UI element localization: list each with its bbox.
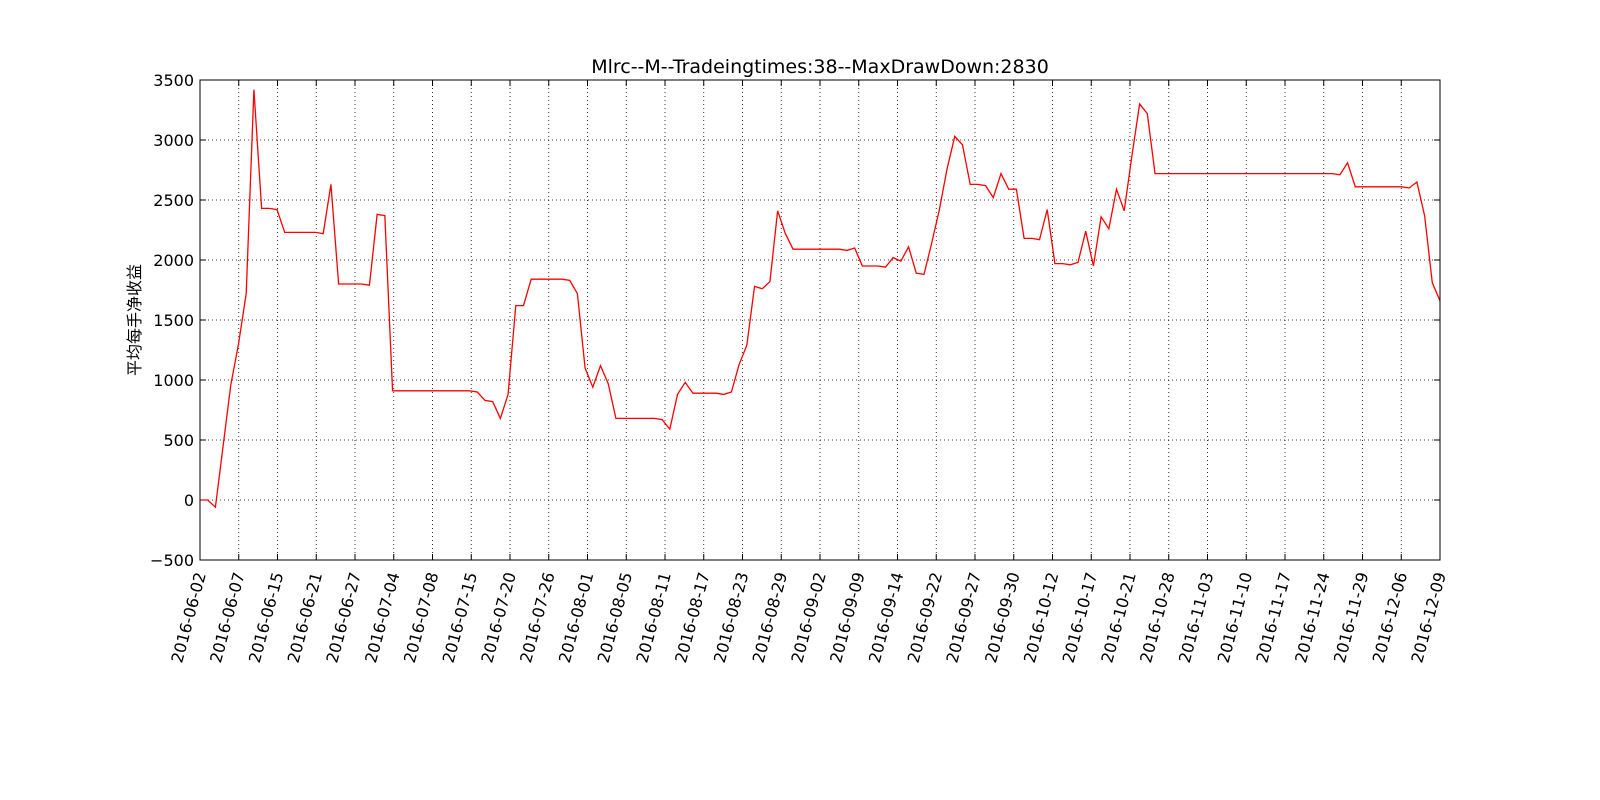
x-tick-label: 2016-09-22 — [904, 570, 946, 665]
y-tick-label: 0 — [184, 491, 194, 510]
x-tick-label: 2016-11-29 — [1330, 570, 1372, 665]
y-axis-label: 平均每手净收益 — [125, 264, 144, 376]
y-tick-label: −500 — [150, 551, 194, 570]
y-tick-label: 500 — [163, 431, 194, 450]
plot-frame — [199, 79, 1441, 561]
x-tick-label: 2016-08-05 — [594, 570, 636, 665]
x-tick-label: 2016-11-17 — [1252, 570, 1294, 665]
x-tick-label: 2016-10-21 — [1097, 570, 1139, 665]
y-axis-ticks: −500 0 500 1000 1500 2000 2500 3000 3500 — [150, 71, 1440, 570]
x-tick-label: 2016-10-17 — [1059, 570, 1101, 665]
x-tick-label: 2016-07-08 — [400, 570, 442, 665]
x-tick-label: 2016-07-26 — [516, 570, 558, 665]
grid-lines — [200, 80, 1440, 560]
x-tick-label: 2016-09-09 — [826, 570, 868, 665]
x-tick-label: 2016-12-09 — [1407, 570, 1449, 665]
x-tick-label: 2016-08-11 — [632, 570, 674, 665]
x-tick-label: 2016-10-28 — [1136, 570, 1178, 665]
x-tick-label: 2016-06-27 — [322, 570, 364, 665]
x-tick-label: 2016-12-06 — [1369, 570, 1411, 665]
x-tick-label: 2016-08-01 — [555, 570, 597, 665]
x-tick-label: 2016-06-21 — [284, 570, 326, 665]
series-line — [200, 89, 1441, 509]
x-tick-label: 2016-09-30 — [981, 570, 1023, 665]
x-tick-label: 2016-11-03 — [1175, 570, 1217, 665]
x-tick-label: 2016-08-17 — [671, 570, 713, 665]
y-tick-label: 2000 — [153, 251, 194, 270]
x-tick-label: 2016-06-07 — [206, 570, 248, 665]
y-tick-label: 3000 — [153, 131, 194, 150]
y-tick-label: 1000 — [153, 371, 194, 390]
x-tick-label: 2016-09-02 — [787, 570, 829, 665]
x-tick-label: 2016-11-24 — [1291, 570, 1333, 665]
y-tick-label: 1500 — [153, 311, 194, 330]
chart-title: Mlrc--M--Tradeingtimes:38--MaxDrawDown:2… — [591, 56, 1049, 78]
x-tick-label: 2016-09-27 — [942, 570, 984, 665]
x-tick-label: 2016-08-23 — [710, 570, 752, 665]
x-tick-label: 2016-07-04 — [361, 570, 403, 665]
x-tick-label: 2016-06-15 — [245, 570, 287, 665]
x-tick-label: 2016-08-29 — [749, 570, 791, 665]
x-tick-label: 2016-07-15 — [439, 570, 481, 665]
x-tick-label: 2016-07-20 — [477, 570, 519, 665]
x-tick-label: 2016-06-02 — [167, 570, 209, 665]
x-tick-label: 2016-09-14 — [865, 570, 907, 665]
x-tick-label: 2016-11-10 — [1214, 570, 1256, 665]
y-tick-label: 3500 — [153, 71, 194, 90]
x-tick-label: 2016-10-12 — [1020, 570, 1062, 665]
y-tick-label: 2500 — [153, 191, 194, 210]
